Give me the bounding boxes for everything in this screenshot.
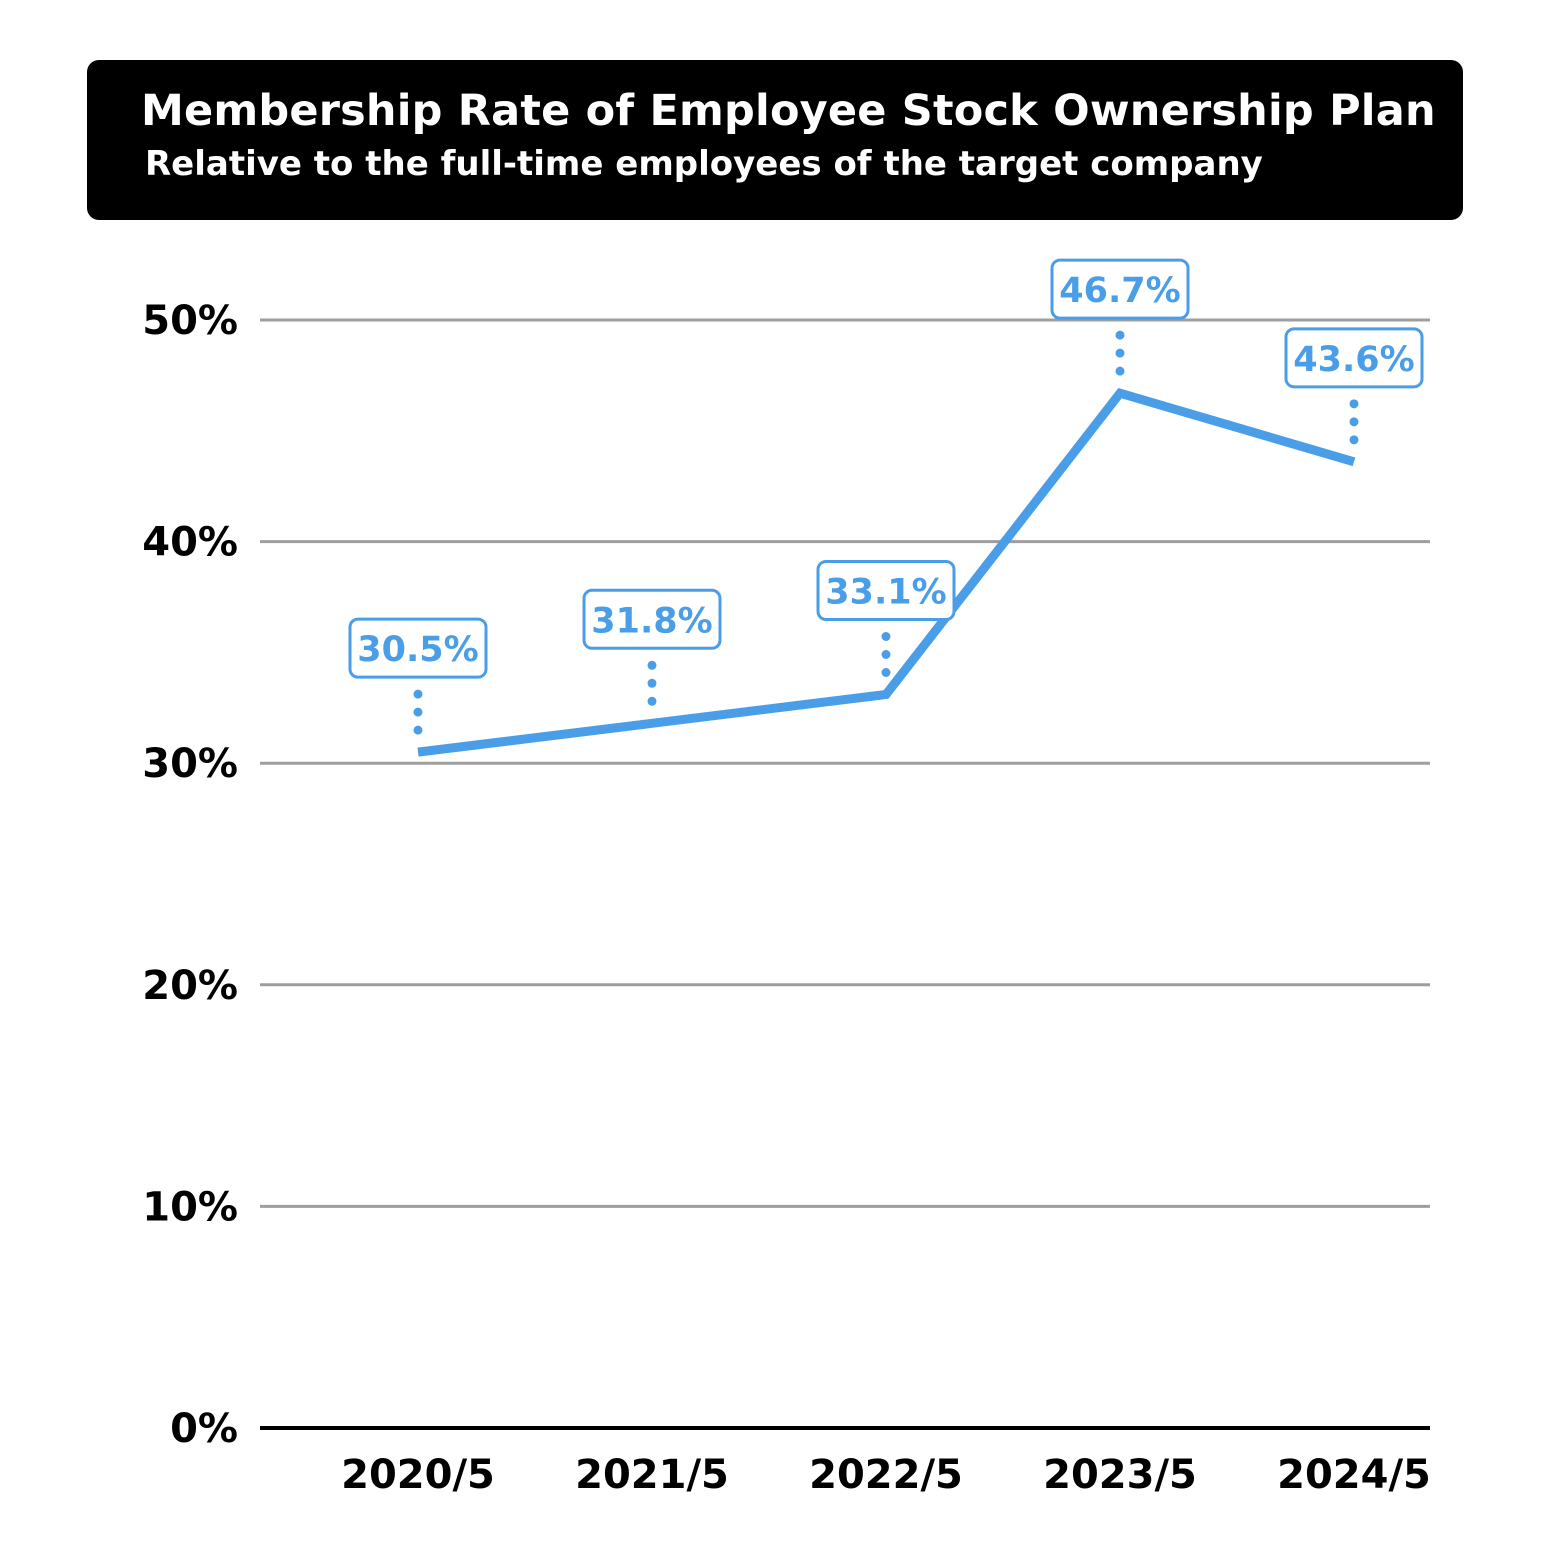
- y-tick-label: 50%: [142, 298, 238, 344]
- leader-dot: [413, 725, 423, 735]
- title-banner: Membership Rate of Employee Stock Owners…: [87, 60, 1463, 220]
- x-tick-label: 2023/5: [1043, 1452, 1197, 1498]
- data-label: 43.6%: [1293, 340, 1414, 380]
- leader-dot: [1349, 399, 1359, 409]
- leader-dot: [413, 707, 423, 717]
- leader-dot: [881, 650, 891, 660]
- leader-dot: [1349, 435, 1359, 445]
- x-tick-label: 2020/5: [341, 1452, 495, 1498]
- y-tick-label: 30%: [142, 741, 238, 787]
- data-label-box: [1050, 258, 1190, 320]
- chart-title: Membership Rate of Employee Stock Owners…: [141, 86, 1436, 136]
- y-tick-label: 20%: [142, 963, 238, 1009]
- chart-subtitle: Relative to the full-time employees of t…: [145, 144, 1263, 184]
- y-tick-label: 40%: [142, 520, 238, 566]
- data-label: 31.8%: [591, 601, 712, 641]
- y-tick-label: 0%: [170, 1406, 238, 1452]
- leader-dot: [647, 696, 657, 706]
- data-label-box: [816, 560, 956, 622]
- y-tick-label: 10%: [142, 1184, 238, 1230]
- data-label-box: [582, 588, 722, 650]
- series-line: [417, 387, 1356, 757]
- leader-dot: [1115, 366, 1125, 376]
- leader-dot: [647, 660, 657, 670]
- leader-dot: [881, 668, 891, 678]
- leader-dot: [1115, 330, 1125, 340]
- x-tick-label: 2024/5: [1277, 1452, 1431, 1498]
- leader-dot: [1349, 417, 1359, 427]
- x-tick-label: 2022/5: [809, 1452, 963, 1498]
- data-label-box: [348, 617, 488, 679]
- data-label: 33.1%: [825, 573, 946, 613]
- data-label: 30.5%: [357, 630, 478, 670]
- data-label: 46.7%: [1059, 271, 1180, 311]
- leader-dot: [647, 678, 657, 688]
- x-tick-label: 2021/5: [575, 1452, 729, 1498]
- leader-dot: [1115, 348, 1125, 358]
- data-label-box: [1284, 327, 1424, 389]
- leader-dot: [413, 689, 423, 699]
- leader-dot: [881, 632, 891, 642]
